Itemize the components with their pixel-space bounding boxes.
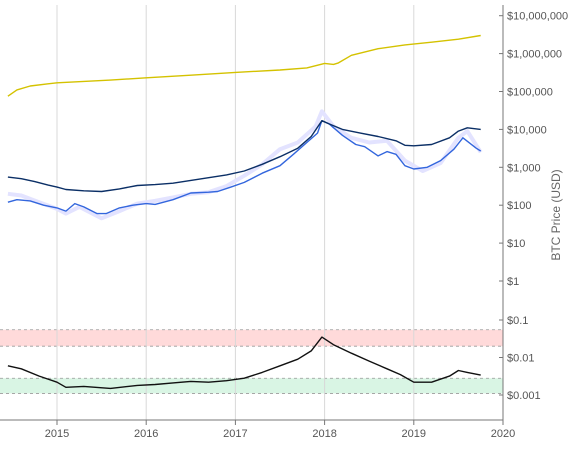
band-1 [0,378,503,394]
series-4 [7,336,481,390]
band-0 [0,329,503,347]
y-axis-label: BTC Price (USD) [549,169,563,260]
series-layer [7,34,483,390]
x-tick-label-4: 2019 [402,428,426,440]
bands-layer [0,329,503,394]
x-tick-label-0: 2015 [45,428,69,440]
x-tick-label-3: 2018 [312,428,336,440]
series-1 [7,109,483,221]
axes-layer: $10,000,000 $1,000,000 $100,000 $10,000 $1,0… [0,5,568,440]
x-tick-label-1: 2016 [134,428,158,440]
grid-layer [56,5,415,420]
y-ratio-tick-label-1: $0.01 [507,353,535,365]
y-price-tick-label-6: $10 [507,238,525,250]
y-price-tick-label-0: $10,000,000 [507,11,568,23]
y-ratio-tick-label-2: $0.001 [507,390,541,402]
y-price-tick-label-7: $1 [507,276,519,288]
series-2 [7,120,482,215]
y-price-tick-label-2: $100,000 [507,87,553,99]
x-tick-label-2: 2017 [223,428,247,440]
series-0 [7,34,481,97]
y-price-tick-label-3: $10,000 [507,124,547,136]
x-tick-label-5: 2020 [491,428,515,440]
y-price-tick-label-4: $1,000 [507,162,541,174]
y-price-tick-label-5: $100 [507,200,531,212]
y-price-tick-label-1: $1,000,000 [507,49,562,61]
series-3 [7,120,481,193]
y-ratio-tick-label-0: $0.1 [507,315,528,327]
